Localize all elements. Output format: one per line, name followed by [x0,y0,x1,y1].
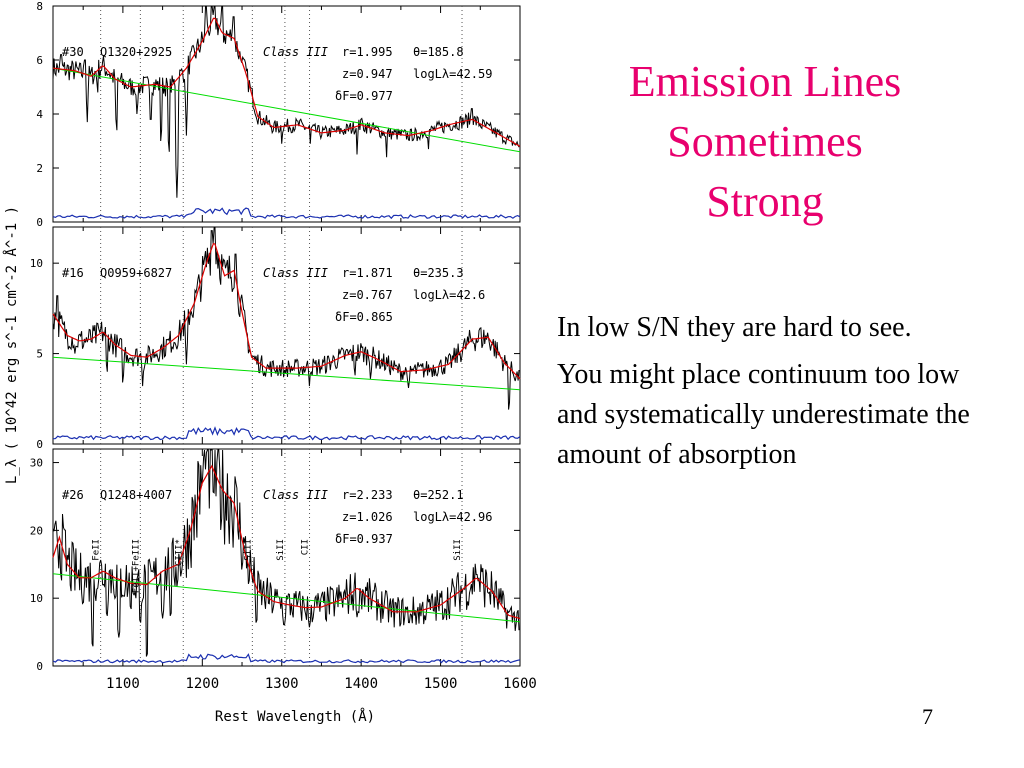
object-name: Q1320+2925 [100,45,172,59]
z-value: z=0.767 [342,288,393,302]
spectrum-panel: 0 5 10 #16 Q0959+6827 Class III r=1.871 θ=235.3… [30,226,521,451]
y-tick-label: 0 [36,216,43,229]
line-label: SiII [453,539,463,561]
y-tick-label: 6 [36,54,43,67]
object-number: #30 [62,45,84,59]
body-paragraph: In low S/N they are hard to see. [557,312,912,343]
theta-value: θ=235.3 [413,266,464,280]
y-tick-label: 2 [36,162,43,175]
spectrum-panel: 0 2 4 6 8 #30 Q1320+2925 Class III r=1.995 θ=185.… [36,0,521,229]
title-line: Emission Lines [628,57,902,106]
model-fit [52,242,521,380]
y-tick-label: 0 [36,438,43,451]
body-paragraph: You might place continuum too low and sy… [557,359,970,470]
r-value: r=2.233 [342,488,393,502]
y-axis-label: L_λ ( 10^42 erg s^-1 cm^-2 Å^-1 ) [3,206,20,484]
y-tick-label: 8 [36,0,43,13]
model-fit [52,17,521,147]
object-name: Q1248+4007 [100,488,172,502]
delta-f-value: δF=0.977 [335,89,393,103]
delta-f-value: δF=0.937 [335,532,393,546]
line-label: SiII [243,539,253,561]
quasar-spectra-figure: 0 2 4 6 8 #30 Q1320+2925 Class III r=1.995 θ=185.… [3,0,537,725]
observed-spectrum [52,6,520,198]
spectrum-panel: 0 10 20 30 #26 Q1248+4007 Class III r=2.233 θ=25… [30,448,521,673]
error-spectrum [52,426,521,441]
x-axis-label: Rest Wavelength (Å) [215,708,375,725]
class-label: Class III [263,45,328,59]
line-label: CII [301,539,311,555]
delta-f-value: δF=0.865 [335,310,393,324]
line-label: FeII [92,539,102,561]
x-tick-label: 1600 [503,676,537,692]
model-fit [52,464,521,620]
error-spectrum [52,207,521,220]
logl-value: logLλ=42.6 [413,288,485,302]
logl-value: logLλ=42.59 [413,67,492,81]
logl-value: logLλ=42.96 [413,510,492,524]
line-label: SiII [276,539,286,561]
y-tick-label: 10 [30,257,43,270]
y-tick-label: 20 [30,524,43,537]
panel-frame [52,448,521,667]
object-name: Q0959+6827 [100,266,172,280]
continuum-fit [52,356,521,391]
y-axis-label-text: L_λ ( 10^42 erg s^-1 cm^-2 Å^-1 ) [3,206,20,484]
x-tick-label: 1500 [424,676,458,692]
object-number: #26 [62,488,84,502]
title-line: Strong [706,177,824,226]
y-tick-label: 5 [36,348,43,361]
x-tick-label: 1300 [265,676,299,692]
slide-title: Emission Lines Sometimes Strong [560,52,970,232]
y-tick-label: 30 [30,457,43,470]
z-value: z=0.947 [342,67,393,81]
z-value: z=1.026 [342,510,393,524]
continuum-fit [52,573,521,623]
x-tick-label: 1100 [106,676,140,692]
observed-spectrum [52,449,520,657]
x-tick-label: 1400 [344,676,378,692]
panel-frame [52,226,521,445]
r-value: r=1.871 [342,266,393,280]
theta-value: θ=252.1 [413,488,464,502]
y-tick-label: 10 [30,592,43,605]
observed-spectrum [52,227,520,410]
continuum-fit [52,67,521,153]
title-line: Sometimes [667,117,863,166]
slide-body: In low S/N they are hard to see. You mig… [557,308,1002,482]
class-label: Class III [263,488,328,502]
x-tick-label: 1200 [185,676,219,692]
y-tick-label: 4 [36,108,43,121]
panel-frame [52,5,521,223]
line-label: FeII+FeIII [131,539,141,593]
slide-number: 7 [922,704,933,729]
y-tick-label: 0 [36,660,43,673]
r-value: r=1.995 [342,45,393,59]
theta-value: θ=185.8 [413,45,464,59]
object-number: #16 [62,266,84,280]
class-label: Class III [263,266,328,280]
error-spectrum [52,653,521,664]
line-label: CIII* [174,539,184,566]
